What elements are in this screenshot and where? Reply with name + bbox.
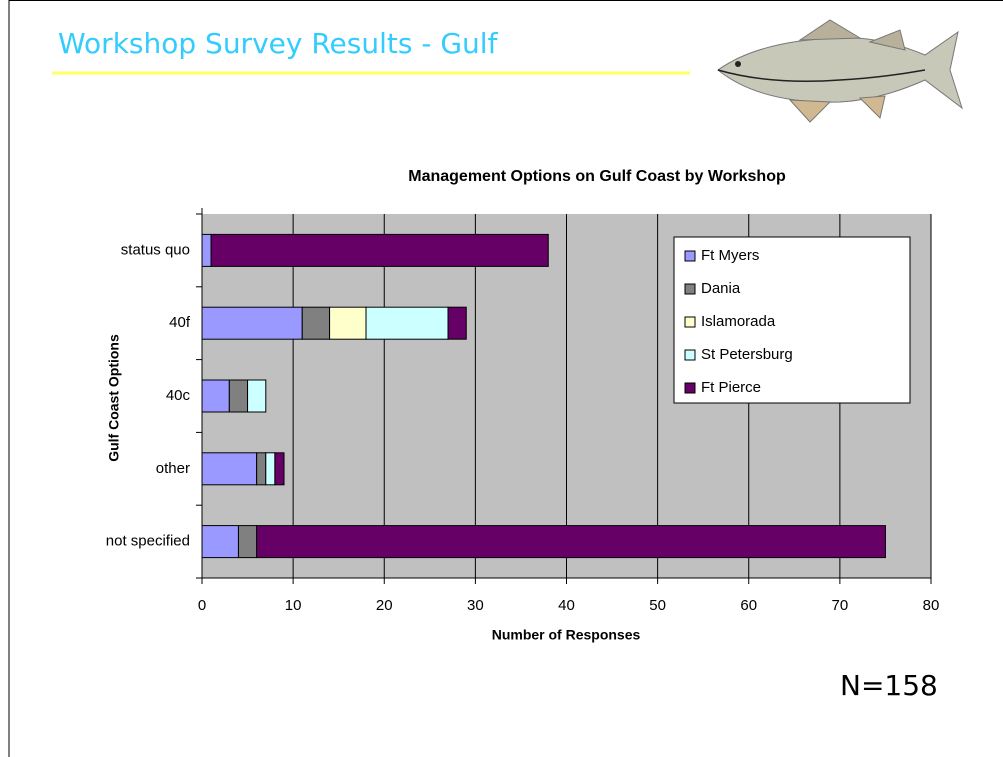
x-tick-label: 20 <box>376 597 393 614</box>
x-tick-label: 60 <box>740 597 757 614</box>
bar-segment <box>201 233 212 267</box>
bar-segment <box>201 452 258 486</box>
bar-segment <box>201 525 239 559</box>
legend-label: Ft Myers <box>701 247 759 264</box>
bar-segment <box>210 233 549 267</box>
bar-segment <box>201 379 230 413</box>
x-tick-label: 50 <box>649 597 666 614</box>
bar-segment <box>329 306 367 340</box>
bar-segment <box>256 452 267 486</box>
legend-label: Dania <box>701 280 741 297</box>
bar-segment <box>274 452 285 486</box>
bar-segment <box>265 452 276 486</box>
bar-segment <box>247 379 267 413</box>
legend-label: Ft Pierce <box>701 379 761 396</box>
y-axis-label: Gulf Coast Options <box>106 334 122 462</box>
y-tick-label: 40c <box>166 387 191 404</box>
legend-swatch <box>684 382 696 394</box>
y-tick-label: other <box>156 460 190 477</box>
chart-title: Management Options on Gulf Coast by Work… <box>408 168 786 185</box>
legend-swatch <box>684 283 696 295</box>
bar-segment <box>365 306 449 340</box>
legend-swatch <box>684 250 696 262</box>
bar-segment <box>301 306 331 340</box>
slide-title: Workshop Survey Results - Gulf <box>58 27 499 60</box>
legend-box <box>673 236 911 404</box>
x-tick-label: 80 <box>923 597 940 614</box>
bar-segment <box>237 525 258 559</box>
bar-segment <box>256 525 886 559</box>
y-tick-label: 40f <box>169 314 191 331</box>
legend-label: Islamorada <box>701 313 776 330</box>
y-tick-label: not specified <box>106 533 190 550</box>
bar-segment <box>228 379 249 413</box>
legend-swatch <box>684 349 696 361</box>
legend-label: St Petersburg <box>701 346 793 363</box>
bar-segment <box>447 306 467 340</box>
bar-segment <box>201 306 303 340</box>
x-tick-label: 10 <box>285 597 302 614</box>
x-tick-label: 0 <box>198 597 206 614</box>
x-axis-label: Number of Responses <box>492 627 641 643</box>
legend-swatch <box>684 316 696 328</box>
x-tick-label: 70 <box>832 597 849 614</box>
x-tick-label: 30 <box>467 597 484 614</box>
fish-illustration <box>717 19 963 123</box>
sample-size-note: N=158 <box>840 669 938 702</box>
y-tick-label: status quo <box>121 241 190 258</box>
x-tick-label: 40 <box>558 597 575 614</box>
